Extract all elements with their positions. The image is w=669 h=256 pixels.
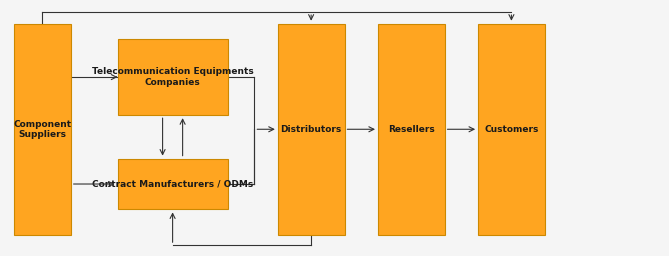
Text: Resellers: Resellers bbox=[388, 125, 435, 134]
Text: Contract Manufacturers / ODMs: Contract Manufacturers / ODMs bbox=[92, 179, 254, 188]
FancyBboxPatch shape bbox=[14, 24, 71, 235]
FancyBboxPatch shape bbox=[118, 158, 227, 209]
Text: Component
Suppliers: Component Suppliers bbox=[13, 120, 72, 139]
Text: Customers: Customers bbox=[484, 125, 539, 134]
FancyBboxPatch shape bbox=[378, 24, 445, 235]
Text: Telecommunication Equipments
Companies: Telecommunication Equipments Companies bbox=[92, 67, 254, 87]
Text: Distributors: Distributors bbox=[280, 125, 342, 134]
FancyBboxPatch shape bbox=[278, 24, 345, 235]
FancyBboxPatch shape bbox=[118, 39, 227, 115]
FancyBboxPatch shape bbox=[478, 24, 545, 235]
